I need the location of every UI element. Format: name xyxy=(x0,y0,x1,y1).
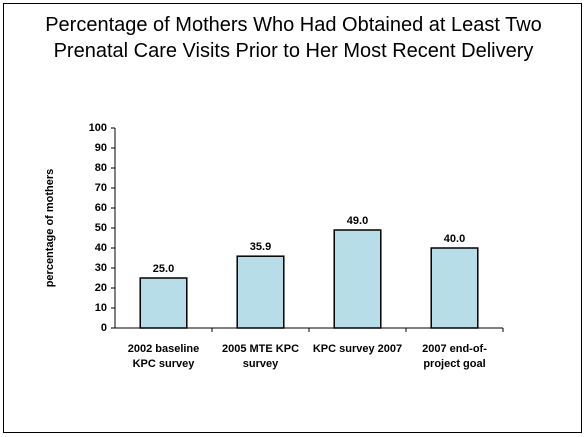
y-tick-label: 90 xyxy=(95,142,107,154)
value-label: 25.0 xyxy=(153,263,174,275)
chart-frame xyxy=(3,3,582,433)
bar xyxy=(333,229,382,329)
value-label: 49.0 xyxy=(347,215,368,227)
y-tick-label: 40 xyxy=(95,242,107,254)
bar xyxy=(236,255,285,329)
bar xyxy=(139,277,188,329)
x-tick-label: 2005 MTE KPC survey xyxy=(221,343,300,370)
y-tick-label: 100 xyxy=(89,122,107,134)
y-tick-label: 0 xyxy=(101,322,107,334)
y-axis-label: percentage of mothers xyxy=(44,169,56,288)
x-tick-label: KPC survey 2007 xyxy=(312,343,403,355)
y-tick-label: 70 xyxy=(95,182,107,194)
y-tick-label: 60 xyxy=(95,202,107,214)
value-label: 40.0 xyxy=(444,233,465,245)
x-tick-label: 2002 baseline KPC survey xyxy=(127,343,200,370)
bar xyxy=(430,247,479,329)
y-tick-label: 10 xyxy=(95,302,107,314)
y-tick-label: 80 xyxy=(95,162,107,174)
x-tick-label: 2007 end-of-project goal xyxy=(422,343,487,370)
value-label: 35.9 xyxy=(250,241,271,253)
chart-title: Percentage of Mothers Who Had Obtained a… xyxy=(45,14,542,62)
y-tick-label: 30 xyxy=(95,262,107,274)
y-tick-label: 20 xyxy=(95,282,107,294)
y-tick-label: 50 xyxy=(95,222,107,234)
